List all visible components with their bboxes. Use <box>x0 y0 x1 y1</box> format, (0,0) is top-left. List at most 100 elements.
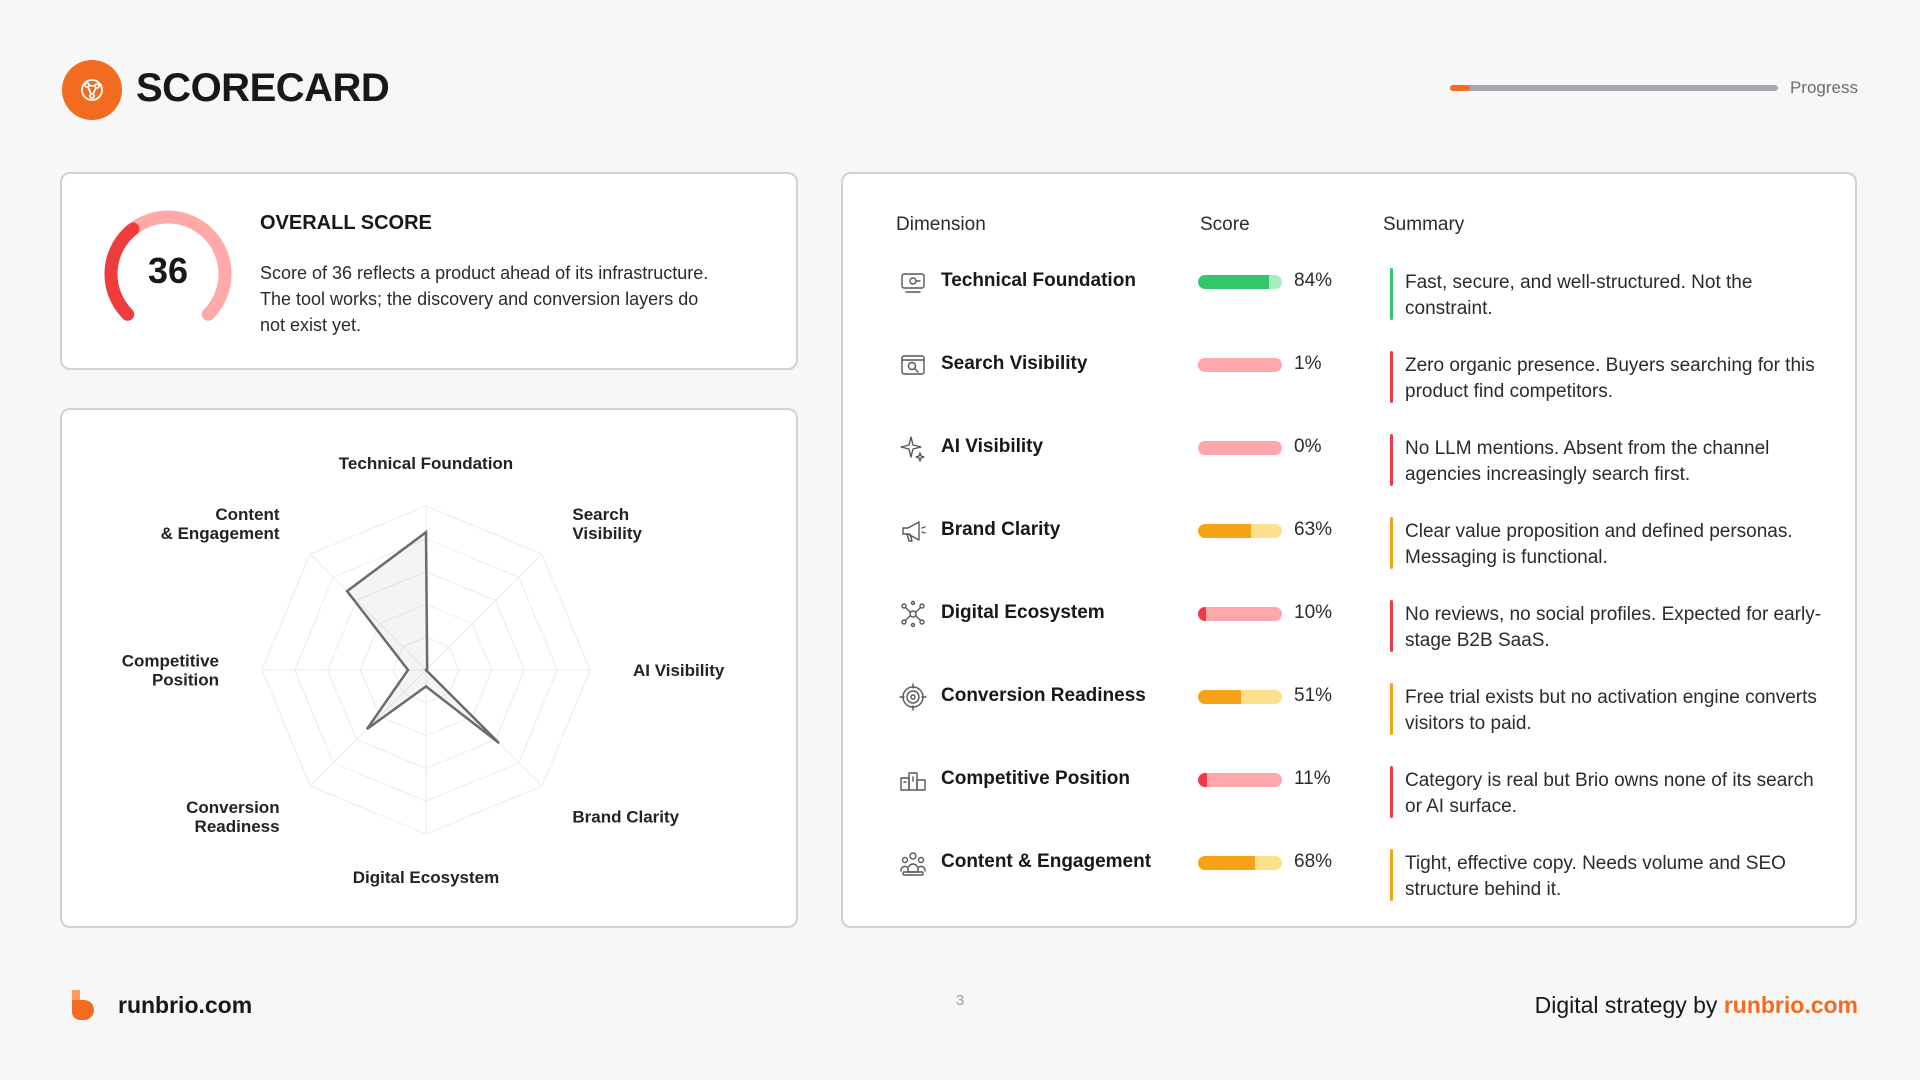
radar-axis-label: Brand Clarity <box>572 807 679 826</box>
dimension-summary: No LLM mentions. Absent from the channel… <box>1405 438 1770 485</box>
summary-accent-bar <box>1390 351 1393 403</box>
summary-accent-bar <box>1390 268 1393 320</box>
footer-brand-link[interactable]: runbrio.com <box>1723 992 1858 1018</box>
dimension-name: Technical Foundation <box>941 270 1136 291</box>
network-nodes-icon <box>901 600 925 628</box>
dimension-name: AI Visibility <box>941 436 1044 457</box>
gauge-fill <box>104 222 140 321</box>
overall-score-description: Score of 36 reflects a product ahead of … <box>260 263 709 335</box>
progress-indicator: Progress <box>1449 78 1858 98</box>
radar-axis-label-line: Readiness <box>195 817 280 836</box>
overall-score-card: 36 OVERALL SCORE Score of 36 reflects a … <box>60 172 798 370</box>
dimension-summary: Free trial exists but no activation engi… <box>1405 687 1817 734</box>
score-bar-fill <box>1198 773 1208 787</box>
score-percent: 84% <box>1294 270 1333 291</box>
column-header-score: Score <box>1200 214 1250 235</box>
summary-accent-bar <box>1390 600 1393 652</box>
score-bar <box>1198 773 1282 787</box>
progress-fill <box>1449 85 1470 91</box>
page-title: SCORECARD <box>136 66 390 110</box>
dimension-summary: Tight, effective copy. Needs volume and … <box>1405 853 1786 900</box>
radar-axis-label-line: Search <box>572 505 629 524</box>
people-icon <box>900 852 926 876</box>
summary-accent-bar <box>1390 766 1393 818</box>
summary-accent-bar <box>1390 849 1393 901</box>
score-bar <box>1198 524 1282 538</box>
table-row: Conversion Readiness 51% Free trial exists… <box>843 683 1855 751</box>
footer-tagline-text: Digital strategy by <box>1534 992 1724 1018</box>
score-bar <box>1198 690 1282 704</box>
radar-chart: Technical Foundation Search Visibility AI V… <box>122 454 725 887</box>
score-percent: 0% <box>1294 436 1322 457</box>
dimension-name: Competitive Position <box>941 768 1130 789</box>
radar-axis-label: Digital Ecosystem <box>353 868 499 887</box>
score-bar-fill <box>1198 607 1207 621</box>
radar-chart-card: Technical Foundation Search Visibility AI V… <box>60 408 798 928</box>
score-percent: 51% <box>1294 685 1333 706</box>
footer-tagline: Digital strategy by runbrio.com <box>1535 992 1858 1019</box>
megaphone-icon <box>902 521 926 542</box>
score-bar-fill <box>1198 524 1251 538</box>
radar-axis-label: Search Visibility <box>572 505 642 543</box>
score-bar <box>1198 856 1282 870</box>
page-number: 3 <box>955 992 965 1009</box>
summary-accent-bar <box>1390 517 1393 569</box>
runbrio-logo-icon <box>72 990 94 1020</box>
radar-axis-label-line: Content <box>215 505 280 524</box>
summary-accent-bar <box>1390 434 1393 486</box>
table-row: Search Visibility 1% Zero organic presence… <box>843 351 1855 419</box>
dimension-summary: Category is real but Brio owns none of i… <box>1405 770 1814 817</box>
table-row: Digital Ecosystem 10% No reviews, no socia… <box>843 600 1855 668</box>
radar-axis-label-line: Technical Foundation <box>339 454 513 473</box>
score-bar <box>1198 607 1282 621</box>
column-header-dimension: Dimension <box>896 214 986 235</box>
footer-site-name: runbrio.com <box>118 992 253 1018</box>
score-bar <box>1198 275 1282 289</box>
progress-label: Progress <box>1789 78 1858 97</box>
table-row: Brand Clarity 63% Clear value proposition … <box>843 517 1855 585</box>
table-row: Technical Foundation 84% Fast, secure, and… <box>843 268 1855 336</box>
table-row: Content & Engagement 68% Tight, effective … <box>843 849 1855 917</box>
target-icon <box>899 683 927 711</box>
column-header-summary: Summary <box>1383 214 1465 235</box>
score-percent: 63% <box>1294 519 1333 540</box>
dimension-name: Search Visibility <box>941 353 1088 374</box>
radar-axis-label: Technical Foundation <box>339 454 513 473</box>
score-bar-fill <box>1198 275 1269 289</box>
radar-axis-label-line: Visibility <box>572 524 642 543</box>
score-bar <box>1198 358 1282 372</box>
overall-score-title: OVERALL SCORE <box>260 212 432 234</box>
radar-axis-label: AI Visibility <box>633 661 725 680</box>
radar-axis-label-line: Competitive <box>122 652 219 671</box>
score-percent: 1% <box>1294 353 1322 374</box>
score-percent: 10% <box>1294 602 1333 623</box>
progress-track <box>1449 85 1778 91</box>
dimension-name: Conversion Readiness <box>941 685 1146 706</box>
radar-axis-label-line: & Engagement <box>161 524 280 543</box>
sparkle-icon <box>900 436 925 462</box>
score-gauge <box>104 210 232 321</box>
dimension-name: Brand Clarity <box>941 519 1061 540</box>
dimension-name: Content & Engagement <box>941 851 1152 872</box>
dimension-summary: Clear value proposition and defined pers… <box>1405 521 1793 568</box>
podium-icon <box>900 772 926 791</box>
radar-axis-label-line: Position <box>152 671 219 690</box>
score-bar-fill <box>1198 856 1256 870</box>
server-icon <box>901 273 925 293</box>
radar-spoke <box>425 553 543 671</box>
radar-axis-label-line: AI Visibility <box>633 661 725 680</box>
score-percent: 68% <box>1294 851 1333 872</box>
dimension-summary: Zero organic presence. Buyers searching … <box>1405 355 1815 402</box>
radar-axis-label-line: Brand Clarity <box>572 807 679 826</box>
score-bar-fill <box>1198 358 1199 372</box>
dimension-name: Digital Ecosystem <box>941 602 1105 623</box>
score-bar <box>1198 441 1282 455</box>
summary-accent-bar <box>1390 683 1393 735</box>
radar-axis-label-line: Digital Ecosystem <box>353 868 499 887</box>
radar-axis-label: Conversion Readiness <box>186 798 280 836</box>
scorecard-logo-icon <box>62 60 122 120</box>
table-row: AI Visibility 0% No LLM mentions. Absent f… <box>843 434 1855 502</box>
score-bar-fill <box>1198 690 1241 704</box>
radar-axis-label-line: Conversion <box>186 798 280 817</box>
radar-axis-label: Competitive Position <box>122 652 219 690</box>
